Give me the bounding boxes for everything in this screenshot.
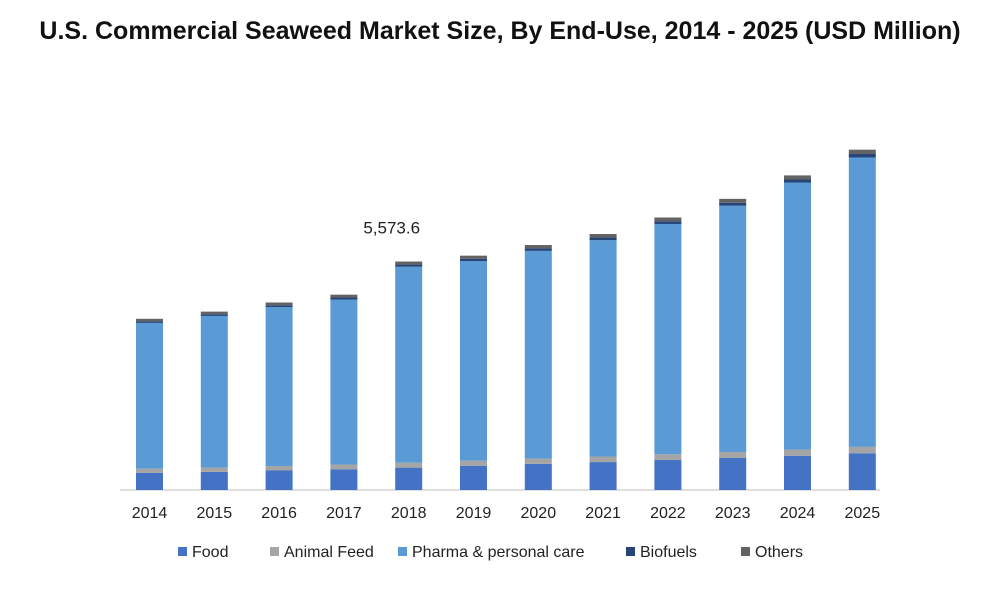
x-tick-label: 2015 [197, 505, 233, 522]
bar-biofuels-2015 [200, 314, 228, 316]
bar-animal-feed-2023 [719, 452, 747, 458]
legend: Food Animal Feed Pharma & personal care Bio… [178, 544, 803, 561]
bar-food-2017 [330, 469, 358, 490]
bar-animal-feed-2025 [848, 446, 876, 454]
x-tick-label: 2020 [521, 505, 557, 522]
bar-animal-feed-2014 [136, 468, 163, 473]
x-tick-label: 2025 [845, 505, 881, 522]
bar-others-2017 [330, 294, 358, 298]
x-tick-label: 2023 [715, 505, 751, 522]
bar-animal-feed-2016 [265, 465, 293, 471]
bar-others-2019 [460, 255, 487, 259]
bar-animal-feed-2024 [784, 449, 811, 456]
legend-swatch-animal-feed [270, 547, 279, 556]
bar-animal-feed-2021 [589, 456, 617, 463]
bar-others-2021 [589, 234, 617, 238]
bar-pharma-and-personal-care-2017 [330, 299, 358, 465]
bar-food-2020 [524, 463, 552, 490]
legend-label-animal-feed: Animal Feed [284, 544, 374, 561]
legend-swatch-pharma-and-personal-care [398, 547, 407, 556]
bar-animal-feed-2015 [200, 467, 228, 472]
bar-pharma-and-personal-care-2025 [848, 157, 876, 447]
plot-area [95, 92, 905, 580]
bar-animal-feed-2018 [395, 462, 423, 468]
bar-animal-feed-2022 [654, 454, 682, 461]
bar-food-2021 [589, 462, 617, 490]
legend-swatch-food [178, 547, 187, 556]
bar-food-2025 [848, 453, 876, 490]
bar-others-2014 [136, 318, 163, 322]
chart-title: U.S. Commercial Seaweed Market Size, By … [39, 17, 961, 45]
x-tick-label: 2018 [391, 505, 427, 522]
bar-food-2018 [395, 467, 423, 490]
bar-pharma-and-personal-care-2016 [265, 307, 293, 466]
bar-others-2023 [719, 198, 747, 203]
x-tick-label: 2014 [132, 505, 168, 522]
x-tick-label: 2016 [261, 505, 297, 522]
bar-pharma-and-personal-care-2020 [524, 250, 552, 459]
annotations: 5,573.6 [363, 219, 420, 238]
bar-food-2024 [784, 455, 811, 490]
bar-animal-feed-2017 [330, 464, 358, 470]
bar-others-2022 [654, 217, 682, 222]
bars-group [136, 149, 876, 490]
bar-biofuels-2017 [330, 297, 358, 300]
legend-swatch-biofuels [626, 547, 635, 556]
x-tick-label: 2021 [585, 505, 621, 522]
x-tick-label: 2017 [326, 505, 362, 522]
bar-biofuels-2023 [719, 202, 747, 206]
bar-others-2025 [848, 149, 876, 155]
x-tick-label: 2019 [456, 505, 492, 522]
bar-others-2015 [200, 311, 228, 315]
bar-others-2016 [265, 302, 293, 306]
bar-food-2023 [719, 457, 747, 490]
bar-food-2019 [460, 465, 487, 490]
bar-pharma-and-personal-care-2021 [589, 240, 617, 457]
legend-label-others: Others [755, 544, 803, 561]
bar-pharma-and-personal-care-2022 [654, 223, 682, 455]
bar-biofuels-2022 [654, 221, 682, 224]
x-tick-label: 2024 [780, 505, 816, 522]
bar-biofuels-2014 [136, 321, 163, 323]
bar-biofuels-2025 [848, 154, 876, 158]
legend-label-pharma-and-personal-care: Pharma & personal care [412, 544, 585, 561]
bar-others-2018 [395, 261, 423, 265]
bar-others-2024 [784, 175, 811, 180]
bar-pharma-and-personal-care-2014 [136, 322, 163, 469]
bar-biofuels-2021 [589, 237, 617, 241]
legend-label-food: Food [192, 544, 228, 561]
x-tick-label: 2022 [650, 505, 686, 522]
bar-biofuels-2019 [460, 258, 487, 262]
bar-animal-feed-2019 [460, 460, 487, 466]
legend-label-biofuels: Biofuels [640, 544, 697, 561]
data-label-2018: 5,573.6 [363, 219, 420, 238]
bar-pharma-and-personal-care-2024 [784, 182, 811, 450]
bar-food-2016 [265, 470, 293, 490]
bar-animal-feed-2020 [524, 458, 552, 464]
bar-pharma-and-personal-care-2015 [200, 315, 228, 468]
x-tick-labels: 2014 2015 2016 2017 2018 2019 2020 2021 2022 2023… [132, 505, 880, 522]
bar-food-2014 [136, 472, 163, 490]
bar-food-2022 [654, 460, 682, 490]
bar-biofuels-2020 [524, 248, 552, 251]
bar-pharma-and-personal-care-2023 [719, 205, 747, 453]
legend-swatch-others [741, 547, 750, 556]
bar-food-2015 [200, 471, 228, 490]
bar-biofuels-2018 [395, 264, 423, 267]
bar-biofuels-2016 [265, 305, 293, 308]
bar-others-2020 [524, 245, 552, 249]
bar-pharma-and-personal-care-2018 [395, 266, 423, 463]
bar-pharma-and-personal-care-2019 [460, 261, 487, 461]
bar-biofuels-2024 [784, 179, 811, 183]
